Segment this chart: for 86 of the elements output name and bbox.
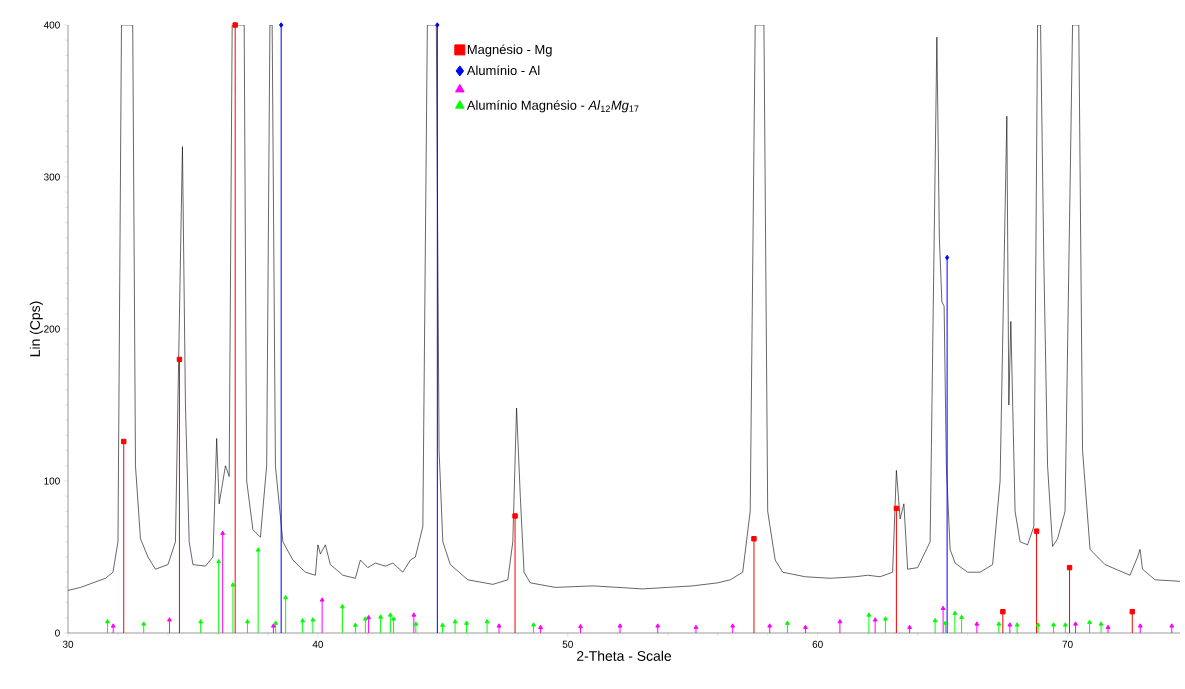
legend-label: Alumínio - Al [466,65,540,76]
point [531,622,536,627]
point [952,610,958,615]
point [440,622,445,627]
point [198,619,204,624]
point [940,605,946,610]
point [411,612,417,617]
point [959,614,965,619]
point [484,619,490,624]
point [907,624,913,629]
point [767,623,773,628]
point [578,623,583,629]
point [730,623,736,628]
x-tick-label: 60 [812,640,823,648]
point [220,530,226,535]
y-tick-label: 100 [44,477,60,485]
point [1033,528,1040,534]
point [391,616,397,621]
point [751,536,757,542]
point [803,624,808,629]
point [974,621,980,626]
point [255,547,261,552]
y-axis-title: Lin (Cps) [29,301,43,357]
point [837,619,843,624]
point [245,619,250,624]
point [693,624,699,629]
point [362,616,368,621]
point [110,623,116,628]
point [866,612,872,617]
point [1062,622,1068,627]
x-tick-label: 30 [62,640,74,648]
point [216,558,222,564]
point [1035,622,1041,627]
point [283,595,289,600]
point [1169,623,1175,628]
point [1051,622,1056,627]
point [378,614,384,619]
point [366,614,372,620]
legend-label: Magnésio - Mg [467,44,552,57]
point [300,617,306,623]
point [121,438,127,445]
point [944,254,950,261]
point [387,612,393,617]
point [319,597,325,602]
point [1137,623,1143,628]
point [785,620,790,625]
x-tick-label: 70 [1062,640,1073,648]
point [932,617,938,623]
point [352,622,358,627]
point [167,617,172,622]
y-tick-label: 200 [44,325,60,333]
point [310,617,316,622]
point [1129,609,1135,615]
point [339,604,345,609]
y-tick-label: 400 [43,21,60,29]
point [655,623,661,628]
point [942,620,948,625]
x-axis-title: 2-Theta - Scale [577,650,672,661]
point [538,624,543,629]
point [230,582,236,587]
x-tick-label: 50 [562,640,573,648]
point [105,619,110,624]
point [512,513,518,519]
point [1000,609,1006,615]
point [1073,621,1078,626]
point [464,620,469,625]
x-tick-label: 40 [312,640,324,648]
point [1007,622,1013,627]
point [1014,622,1020,627]
point [996,621,1002,626]
point [872,617,878,622]
point [232,22,238,28]
point [617,623,623,628]
point [279,22,284,28]
point [496,623,502,628]
point [1098,621,1104,626]
point [1087,619,1092,624]
point [452,619,458,624]
y-tick-label: 300 [43,173,60,181]
point [1105,624,1111,629]
point [413,621,419,626]
point [435,22,440,28]
point [141,621,147,626]
legend-label: Alumínio Magnésio - Al$_{12}$Mg$_{17}$ [466,100,639,113]
point [882,616,888,621]
y-tick-label: 0 [55,629,60,637]
